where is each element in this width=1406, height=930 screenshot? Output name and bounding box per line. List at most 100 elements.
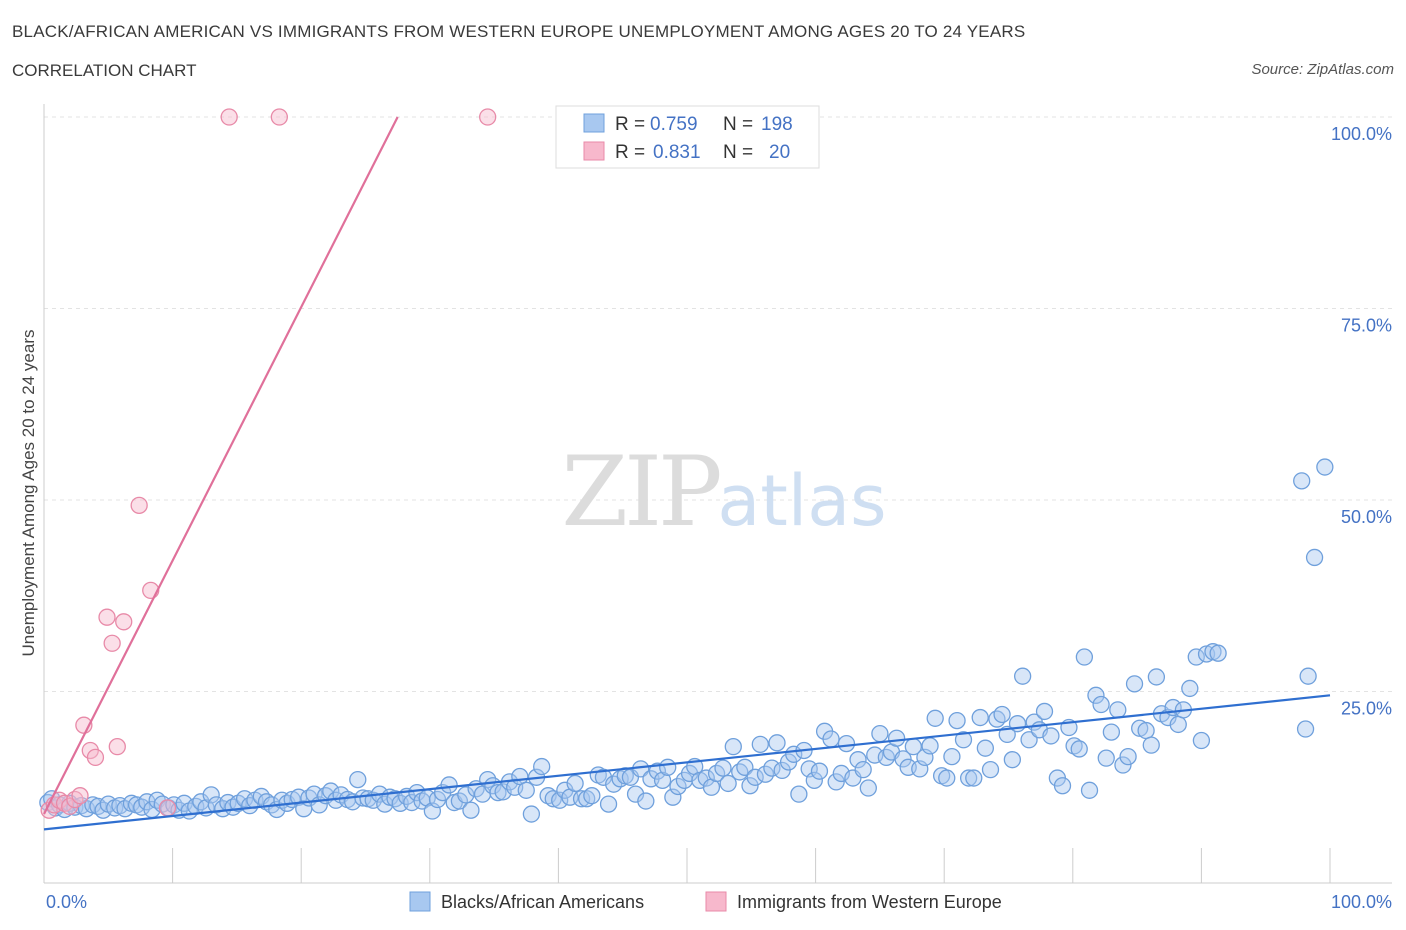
stats-legend-swatch-pink bbox=[583, 141, 605, 161]
y-tick-label-1: 75.0% bbox=[1341, 316, 1392, 336]
blacks-point-152 bbox=[859, 779, 877, 797]
blacks-point-219 bbox=[1299, 667, 1317, 685]
blacks-point-133 bbox=[756, 765, 775, 783]
blacks-point-154 bbox=[871, 724, 889, 743]
source-note: Source: ZipAtlas.com bbox=[1251, 61, 1394, 78]
blacks-point-99 bbox=[572, 790, 591, 808]
blacks-point-212 bbox=[1192, 731, 1211, 750]
blacks-point-109 bbox=[626, 785, 645, 803]
blacks-point-89 bbox=[517, 781, 535, 799]
immigrants-point-19 bbox=[479, 108, 497, 126]
y-tick-label-0: 100.0% bbox=[1331, 124, 1392, 144]
blacks-point-185 bbox=[1042, 727, 1060, 745]
immigrants-point-16 bbox=[158, 799, 177, 817]
legend-label-immigrants: Immigrants from Western Europe bbox=[737, 892, 1002, 912]
watermark-atlas: atlas bbox=[717, 460, 886, 542]
blacks-point-146 bbox=[827, 773, 845, 791]
series-immigrants-points bbox=[40, 108, 497, 819]
blacks-point-163 bbox=[921, 737, 939, 755]
blacks-point-90 bbox=[522, 805, 541, 823]
blacks-point-166 bbox=[938, 769, 956, 787]
blacks-point-127 bbox=[724, 738, 742, 756]
immigrants-point-11 bbox=[103, 634, 121, 652]
blacks-point-173 bbox=[976, 739, 995, 757]
blacks-point-220 bbox=[1296, 720, 1315, 738]
trend-lines bbox=[43, 116, 1331, 831]
blacks-point-103 bbox=[594, 768, 613, 786]
blacks-point-116 bbox=[664, 788, 682, 806]
blacks-point-117 bbox=[669, 777, 687, 796]
blacks-point-143 bbox=[810, 762, 829, 780]
blacks-point-125 bbox=[714, 759, 732, 777]
blacks-point-69 bbox=[408, 783, 426, 802]
blacks-point-192 bbox=[1080, 781, 1099, 799]
blacks-point-111 bbox=[637, 792, 655, 810]
blacks-point-145 bbox=[822, 730, 840, 748]
legend-swatch-blacks bbox=[409, 891, 431, 912]
immigrants-point-3 bbox=[55, 794, 74, 812]
blacks-point-196 bbox=[1102, 723, 1121, 741]
stats-n-value-blue: 198 bbox=[761, 114, 793, 135]
blacks-point-208 bbox=[1169, 715, 1187, 734]
blacks-point-31 bbox=[202, 786, 220, 804]
x-tick-labels: 0.0% 100.0% bbox=[46, 892, 1392, 912]
y-tick-label-3: 25.0% bbox=[1341, 699, 1392, 719]
immigrants-point-12 bbox=[108, 738, 126, 756]
blacks-point-98 bbox=[566, 774, 584, 793]
blacks-point-139 bbox=[790, 785, 808, 803]
blacks-point-75 bbox=[440, 776, 458, 794]
blacks-point-181 bbox=[1020, 731, 1038, 749]
blacks-point-187 bbox=[1053, 777, 1072, 795]
blacks-point-198 bbox=[1114, 756, 1132, 774]
stats-n-label-pink: N = bbox=[723, 142, 753, 163]
blacks-point-158 bbox=[894, 750, 912, 768]
blacks-point-100 bbox=[578, 790, 596, 808]
immigrants-point-18 bbox=[270, 108, 288, 126]
blacks-point-174 bbox=[981, 760, 1000, 779]
blacks-point-189 bbox=[1065, 737, 1083, 755]
legend-swatch-immigrants bbox=[705, 891, 727, 912]
stats-r-label-blue: R = bbox=[615, 114, 645, 135]
blacks-point-79 bbox=[462, 801, 480, 819]
blacks-point-132 bbox=[751, 735, 769, 754]
blacks-point-200 bbox=[1125, 675, 1144, 693]
blacks-point-95 bbox=[551, 791, 569, 809]
blacks-point-217 bbox=[1305, 548, 1324, 567]
immigrants-point-10 bbox=[98, 608, 116, 626]
blacks-point-150 bbox=[849, 751, 867, 769]
stats-r-value-pink: 0.831 bbox=[653, 142, 701, 163]
blacks-point-184 bbox=[1035, 702, 1054, 721]
blacks-point-114 bbox=[653, 771, 672, 790]
stats-r-value-blue: 0.759 bbox=[650, 114, 698, 135]
blacks-point-190 bbox=[1070, 740, 1088, 758]
blacks-point-178 bbox=[1003, 751, 1022, 769]
blacks-point-126 bbox=[719, 774, 737, 793]
chart-title: BLACK/AFRICAN AMERICAN VS IMMIGRANTS FRO… bbox=[12, 22, 1026, 41]
blacks-point-180 bbox=[1013, 667, 1032, 685]
blacks-point-210 bbox=[1181, 679, 1199, 698]
x-tick-label-0: 0.0% bbox=[46, 892, 87, 912]
blacks-point-130 bbox=[741, 777, 759, 795]
stats-legend: R = 0.759 N = 198 R = 0.831 N = 20 bbox=[555, 105, 820, 169]
watermark: ZIP atlas bbox=[561, 436, 886, 548]
blacks-point-104 bbox=[599, 795, 618, 813]
stats-n-value-pink: 20 bbox=[769, 142, 790, 163]
axes bbox=[43, 104, 1392, 884]
blacks-point-195 bbox=[1097, 749, 1115, 767]
blacks-point-197 bbox=[1109, 701, 1127, 719]
blacks-point-218 bbox=[1316, 458, 1334, 476]
immigrants-trend-line bbox=[43, 116, 399, 815]
blacks-point-142 bbox=[805, 771, 823, 790]
stats-legend-swatch-blue bbox=[583, 113, 605, 133]
blacks-point-151 bbox=[854, 760, 872, 779]
blacks-point-176 bbox=[993, 705, 1011, 724]
blacks-point-84 bbox=[489, 783, 507, 802]
blacks-point-164 bbox=[926, 709, 944, 727]
blacks-point-170 bbox=[959, 769, 978, 787]
blacks-point-122 bbox=[697, 769, 715, 787]
bottom-legend: Blacks/African Americans Immigrants from… bbox=[409, 891, 1002, 912]
blacks-point-157 bbox=[887, 729, 906, 747]
immigrants-point-17 bbox=[220, 108, 238, 126]
blacks-point-128 bbox=[731, 763, 749, 781]
